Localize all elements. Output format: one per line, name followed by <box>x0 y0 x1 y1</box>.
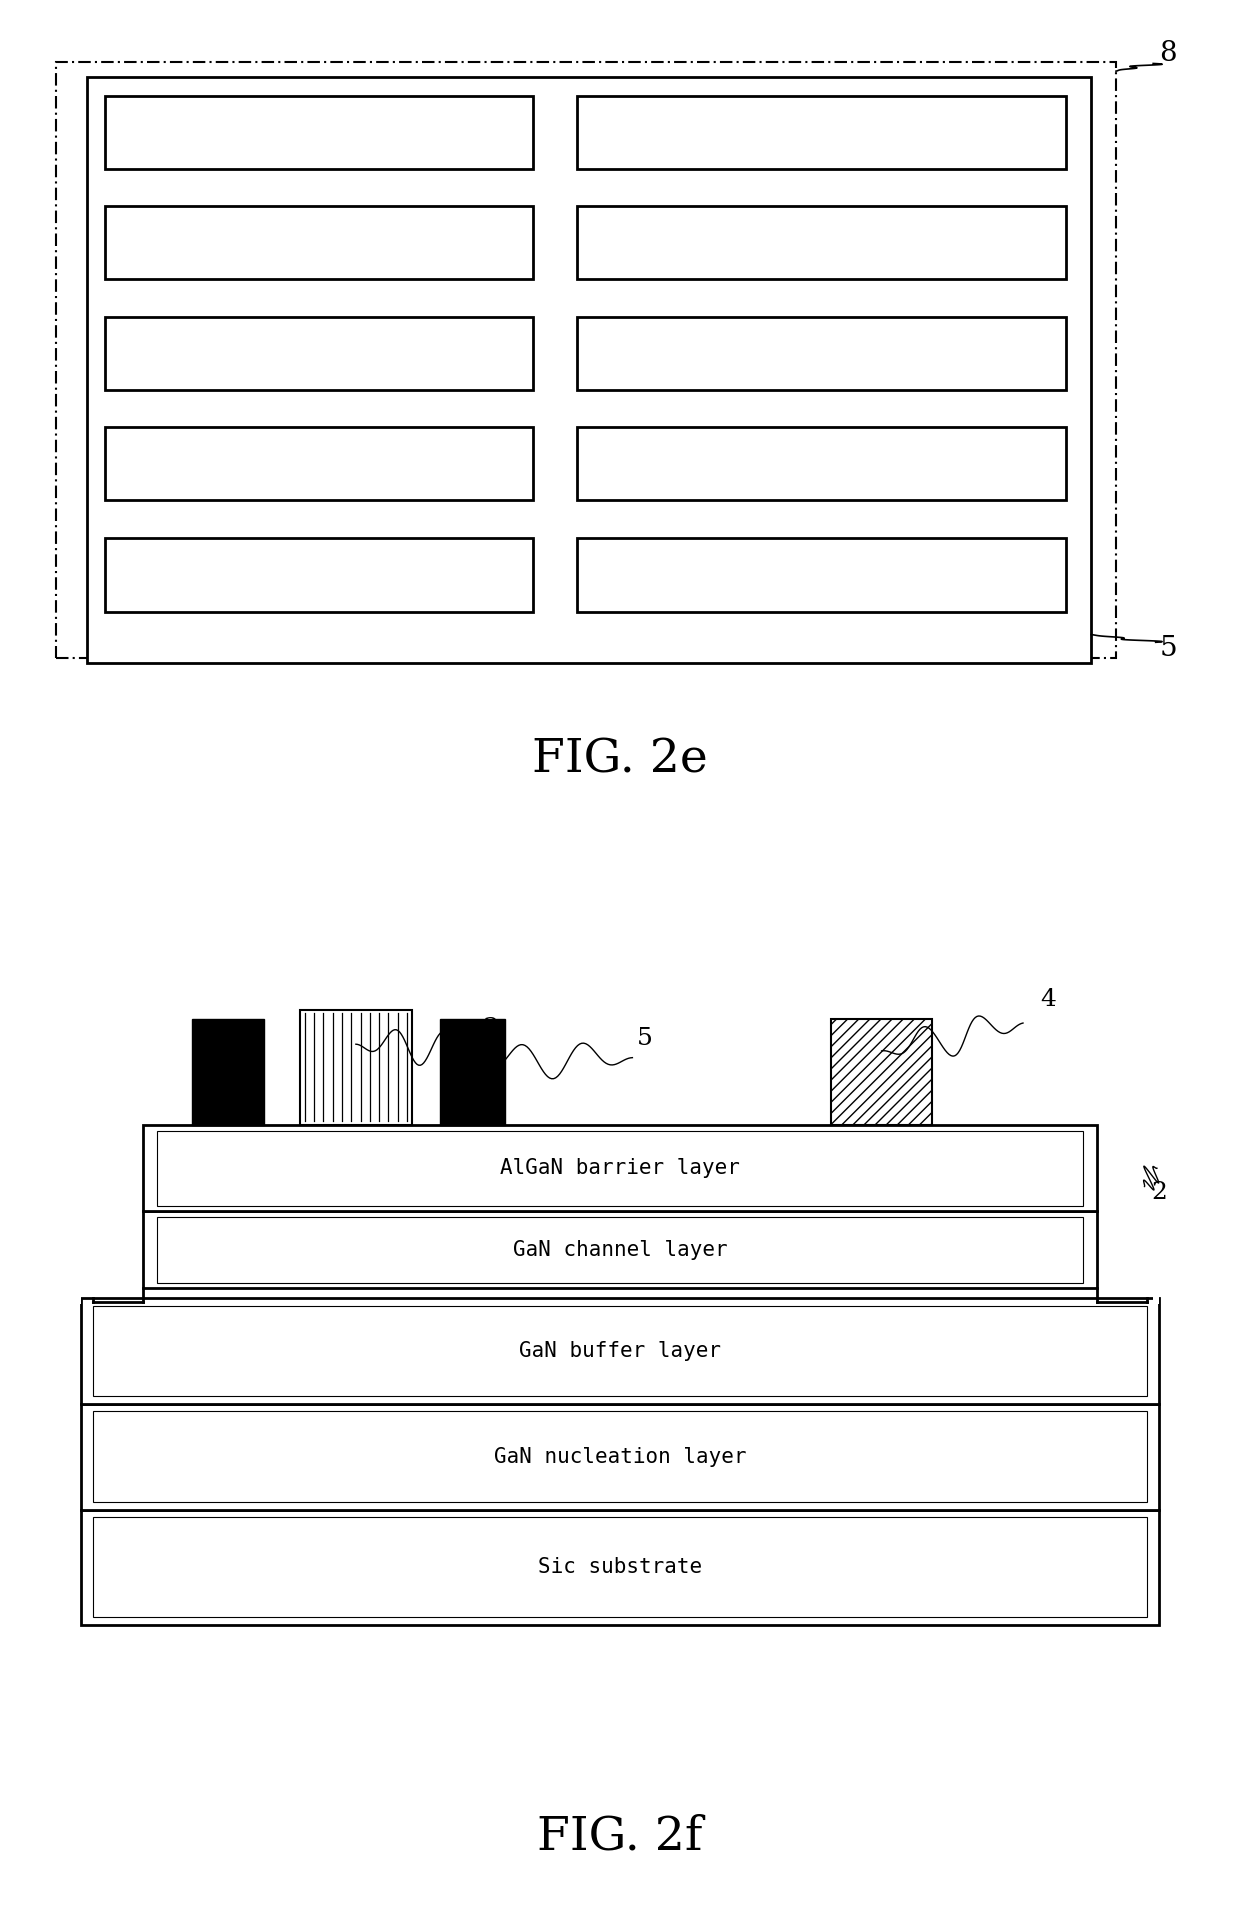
Text: GaN nucleation layer: GaN nucleation layer <box>494 1446 746 1467</box>
Text: FIG. 2e: FIG. 2e <box>532 737 708 783</box>
Text: GaN buffer layer: GaN buffer layer <box>520 1340 720 1361</box>
Text: Sic substrate: Sic substrate <box>538 1558 702 1577</box>
Text: 3: 3 <box>482 1017 497 1040</box>
Bar <box>93 1306 1147 1396</box>
Bar <box>577 538 1066 612</box>
Bar <box>81 1404 1159 1510</box>
Bar <box>577 427 1066 500</box>
Text: FIG. 2f: FIG. 2f <box>537 1813 703 1860</box>
Bar <box>157 1217 1083 1283</box>
Bar <box>93 1517 1147 1617</box>
Bar <box>105 538 533 612</box>
Bar <box>81 1298 1159 1404</box>
Text: 5: 5 <box>1159 635 1177 662</box>
Bar <box>577 317 1066 390</box>
Bar <box>93 1411 1147 1502</box>
Bar <box>300 1010 412 1125</box>
Bar <box>1153 1285 1159 1304</box>
Bar <box>577 96 1066 169</box>
Bar <box>81 1510 1159 1625</box>
Text: AlGaN barrier layer: AlGaN barrier layer <box>500 1158 740 1179</box>
Bar <box>440 1019 505 1125</box>
Text: GaN channel layer: GaN channel layer <box>512 1240 728 1260</box>
Bar <box>143 1211 1097 1288</box>
Bar <box>56 62 1116 658</box>
Bar <box>105 96 533 169</box>
Bar <box>74 1285 81 1304</box>
Bar <box>831 1019 932 1125</box>
Text: 4: 4 <box>1040 988 1055 1011</box>
Text: 2: 2 <box>1152 1181 1167 1204</box>
Bar <box>143 1125 1097 1211</box>
Text: 5: 5 <box>637 1027 652 1050</box>
Text: 8: 8 <box>1159 40 1177 67</box>
Bar <box>105 206 533 279</box>
Bar <box>105 317 533 390</box>
Bar <box>87 77 1091 663</box>
Bar <box>157 1131 1083 1206</box>
Bar <box>105 427 533 500</box>
Bar <box>577 206 1066 279</box>
Bar <box>192 1019 264 1125</box>
